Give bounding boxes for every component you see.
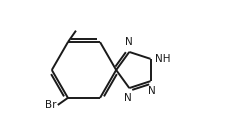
Text: Br: Br <box>45 100 57 110</box>
Text: N: N <box>125 37 133 47</box>
Text: NH: NH <box>155 54 171 64</box>
Text: N: N <box>124 93 132 103</box>
Text: N: N <box>148 86 156 96</box>
